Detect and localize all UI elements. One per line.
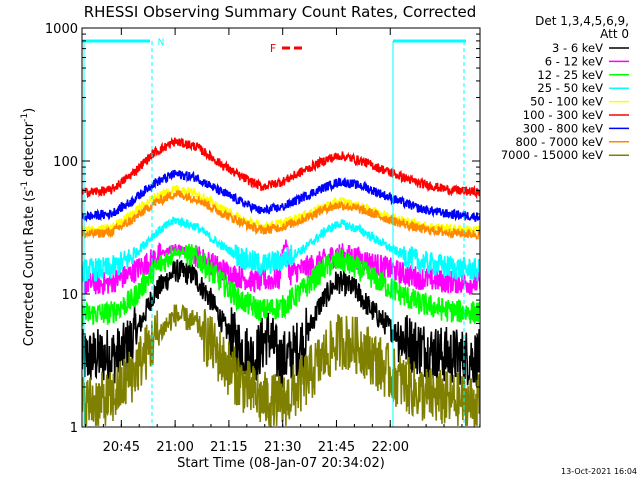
series-6: [82, 136, 480, 200]
legend-label-9: 7000 - 15000 keV: [501, 148, 603, 162]
series-line-9: [82, 304, 480, 427]
x-tick-label-6: 22:00: [372, 440, 409, 455]
series-line-6: [82, 136, 480, 200]
y-axis-label-sup-2: -1: [20, 113, 30, 122]
legend-label-6: 100 - 300 keV: [523, 108, 603, 122]
series-line-4: [82, 216, 480, 283]
x-axis: 20:45 21:00 21:15 21:30 21:45 22:00: [84, 28, 481, 455]
series-1: [82, 259, 480, 388]
series-7: [82, 169, 480, 223]
footer-date: 13-Oct-2021 16:04: [561, 467, 637, 476]
x-tick-label-4: 21:30: [264, 440, 301, 455]
x-tick-label-3: 21:15: [210, 440, 247, 455]
y-axis-label-sup-1: -1: [20, 181, 30, 190]
legend-label-1: 3 - 6 keV: [552, 41, 603, 55]
legend-label-8: 800 - 7000 keV: [515, 135, 603, 149]
series-line-3: [82, 243, 480, 327]
x-tick-label-2: 21:00: [156, 440, 193, 455]
series-3: [82, 243, 480, 327]
y-axis-label-part-3: ): [22, 108, 37, 113]
x-tick-label-1: 20:45: [103, 440, 140, 455]
series-line-8: [82, 189, 480, 241]
plot-frame: [81, 27, 481, 428]
legend-header-1: Det 1,3,4,5,6,9,: [535, 14, 629, 28]
legend-header-2: Att 0: [600, 27, 629, 41]
series-line-7: [82, 169, 480, 223]
y-tick-label-3: 100: [53, 155, 78, 170]
legend-label-2: 6 - 12 keV: [545, 54, 603, 68]
x-tick-label-5: 21:45: [318, 440, 355, 455]
series-9: [82, 304, 480, 427]
legend-label-4: 25 - 50 keV: [537, 81, 603, 95]
annotation-f: F: [270, 42, 276, 55]
legend-label-3: 12 - 25 keV: [537, 68, 603, 82]
annotation-n: N: [158, 38, 165, 48]
y-tick-label-2: 10: [61, 288, 78, 303]
y-axis-label-part-1: Corrected Count Rate (s: [22, 190, 37, 347]
x-axis-label: Start Time (08-Jan-07 20:34:02): [177, 456, 385, 471]
legend-label-7: 300 - 800 keV: [523, 121, 603, 135]
chart-title: RHESSI Observing Summary Count Rates, Co…: [84, 3, 477, 21]
y-tick-label-4: 1000: [45, 22, 78, 37]
plot-area: [82, 136, 480, 427]
y-axis: 1 10 100 1000: [45, 22, 480, 436]
series-4: [82, 216, 480, 283]
y-tick-label-1: 1: [70, 421, 78, 436]
y-axis-label: Corrected Count Rate (s-1 detector-1): [20, 108, 37, 346]
series-8: [82, 189, 480, 241]
series-line-1: [82, 259, 480, 388]
legend-label-5: 50 - 100 keV: [530, 95, 603, 109]
y-axis-label-part-2: detector: [22, 121, 37, 181]
